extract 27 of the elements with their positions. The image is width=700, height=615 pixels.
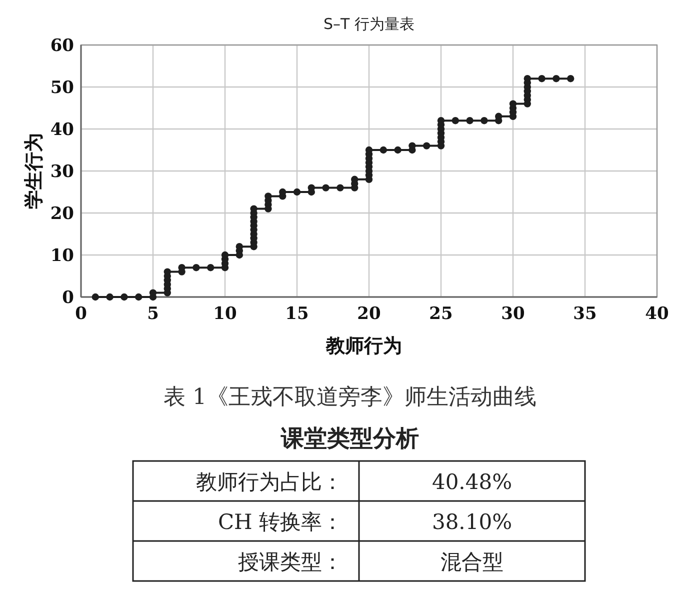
- chart-title: S–T 行为量表: [324, 15, 414, 33]
- x-tick-label: 25: [429, 304, 453, 324]
- x-tick-label: 10: [213, 304, 237, 324]
- y-tick-label: 40: [50, 120, 74, 140]
- text: 混合型: [440, 550, 504, 574]
- y-tick-label: 30: [50, 162, 74, 182]
- text: CH 转换率：: [218, 510, 343, 534]
- x-tick-label: 15: [285, 304, 309, 324]
- x-tick-label: 30: [501, 304, 525, 324]
- text: 表 1《王戎不取道旁李》师生活动曲线: [164, 385, 536, 410]
- y-tick-label: 60: [50, 36, 74, 56]
- x-tick-label: 35: [573, 304, 597, 324]
- x-axis-title: 教师行为: [325, 335, 402, 357]
- x-tick-label: 40: [645, 304, 669, 324]
- x-tick-label: 5: [147, 304, 159, 324]
- text: 授课类型：: [238, 550, 343, 574]
- y-axis-title: 学生行为: [23, 133, 45, 209]
- text: 课堂类型分析: [280, 426, 419, 452]
- text: 教师行为占比：: [196, 470, 343, 494]
- y-tick-label: 10: [50, 246, 74, 266]
- y-tick-label: 50: [50, 78, 74, 98]
- x-tick-label: 0: [75, 304, 88, 324]
- x-tick-label: 20: [357, 304, 381, 324]
- y-tick-label: 20: [50, 204, 74, 224]
- text: 40.48%: [432, 470, 512, 494]
- text: 38.10%: [432, 510, 512, 534]
- y-tick-label: 0: [62, 288, 74, 308]
